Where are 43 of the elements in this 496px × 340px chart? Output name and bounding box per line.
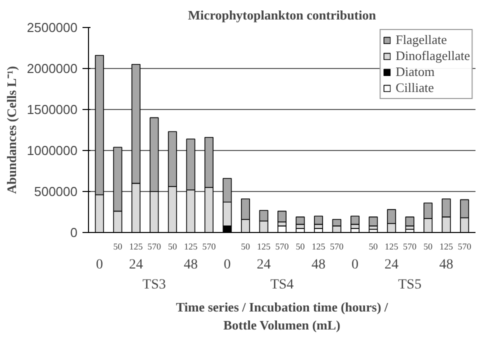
x-tick-label: 125 [440, 242, 454, 252]
y-axis-title: Abundances (Cells L⁻¹) [4, 66, 19, 194]
text: 0 [352, 258, 359, 272]
x-tick-label: 125 [184, 242, 198, 252]
x-tick-label: 125 [312, 242, 326, 252]
legend-label: Cilliate [396, 80, 434, 96]
legend-label: Diatom [396, 64, 435, 80]
x-tick-label: 50 [296, 242, 306, 252]
text: TS4 [270, 278, 294, 292]
x-tick-label: 570 [202, 242, 216, 252]
x-tick-label: 50 [168, 242, 178, 252]
text: TS3 [142, 278, 166, 292]
chart-title: Microphytoplankton contribution [188, 8, 377, 22]
text: 24 [384, 258, 399, 272]
y-tick-label: 1000000 [26, 143, 78, 158]
legend-label: Dinoflagellate [396, 48, 470, 64]
x-tick-label: 570 [330, 242, 344, 252]
y-tick-label: 2000000 [26, 61, 78, 76]
y-tick-label: 0 [70, 225, 78, 240]
text: 24 [256, 258, 271, 272]
text: 48 [184, 258, 198, 272]
x-tick-label: 125 [256, 242, 271, 252]
y-tick-label: 1500000 [26, 102, 78, 117]
text: 0 [224, 258, 231, 272]
text: 48 [439, 258, 454, 272]
text: 48 [312, 258, 326, 272]
x-tick-label: 125 [384, 242, 399, 252]
x-tick-label: 50 [368, 242, 378, 252]
x-tick-label: 125 [129, 242, 144, 252]
x-axis-title: Time series / Incubation time (hours) / Bottle Volumen (mL) [176, 300, 388, 332]
x-tick-label: 50 [424, 242, 434, 252]
text: TS5 [398, 278, 422, 292]
x-tick-label: 570 [458, 242, 472, 252]
x-tick-label: 570 [403, 242, 418, 252]
x-tick-label: 50 [240, 242, 250, 252]
text: 24 [128, 258, 143, 272]
x-tick-label: 50 [113, 242, 123, 252]
text: 0 [96, 258, 103, 272]
y-tick-label: 500000 [34, 184, 78, 199]
y-tick-label: 2500000 [26, 20, 78, 35]
legend-label: Flagellate [396, 32, 447, 48]
x-tick-label: 570 [275, 242, 290, 252]
x-tick-label: 570 [147, 242, 162, 252]
